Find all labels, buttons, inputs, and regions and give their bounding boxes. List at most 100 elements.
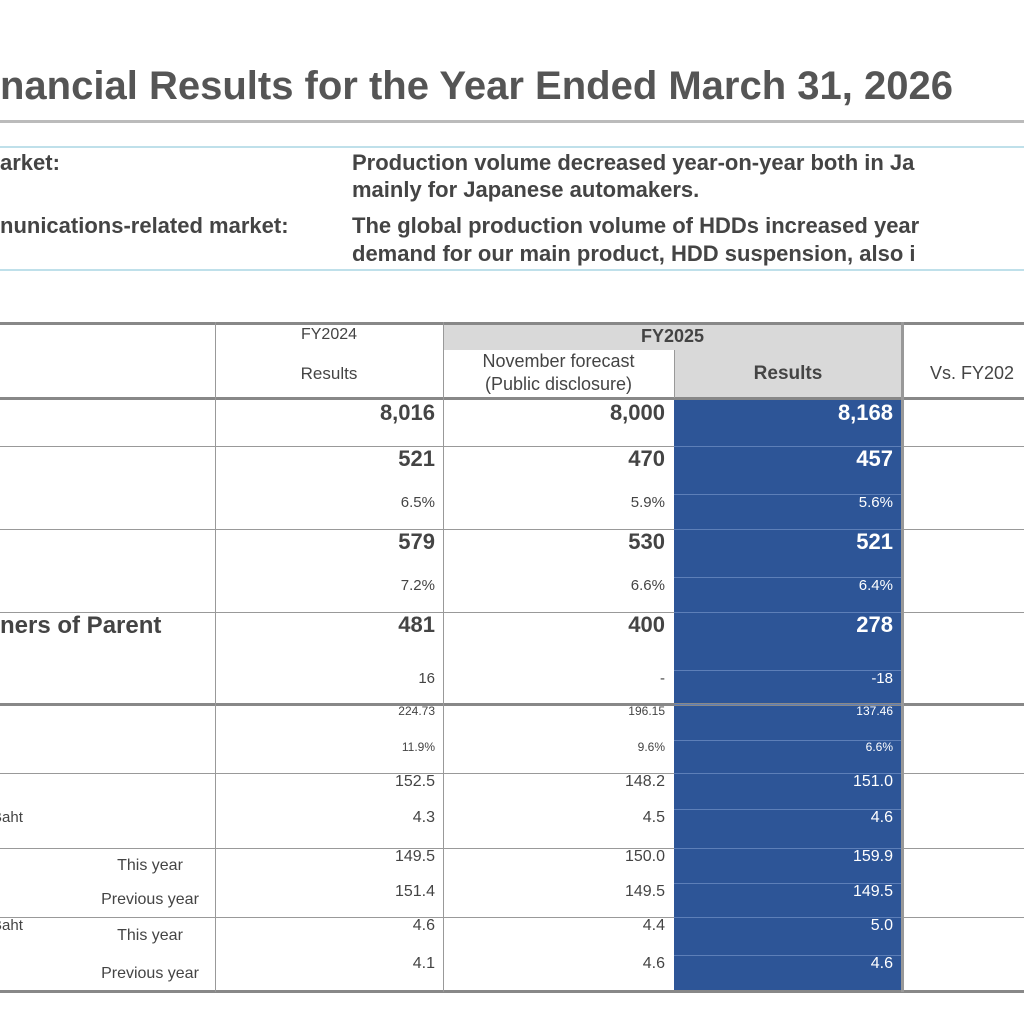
- rule: [674, 494, 902, 495]
- cell-value: 224.73: [398, 704, 435, 718]
- col-header: FY2025: [640, 326, 705, 346]
- rule: [443, 322, 444, 992]
- cell-value: 521: [398, 446, 435, 471]
- cell-value: 6.6%: [630, 577, 665, 594]
- cell-value: 8,168: [837, 400, 893, 425]
- cell-value: 7.2%: [400, 577, 435, 594]
- cell-value: 8,016: [379, 400, 435, 425]
- cell-value: 457: [856, 446, 893, 471]
- cell-value: 5.6%: [858, 494, 893, 511]
- rule: [0, 397, 1024, 400]
- rule: [0, 529, 1024, 530]
- cell-value: 521: [856, 529, 893, 554]
- cell-value: 150.0: [624, 848, 665, 865]
- rule: [0, 446, 1024, 447]
- header-bg: [443, 324, 902, 350]
- header-bg: [674, 350, 902, 398]
- cell-value: 530: [628, 529, 665, 554]
- rule: [674, 670, 902, 671]
- col-header: Results: [300, 364, 358, 383]
- cell-value: 6.4%: [858, 577, 893, 594]
- cell-value: 4.6: [412, 917, 435, 934]
- cell-value: 4.6: [870, 809, 893, 826]
- col-header: FY2024: [300, 326, 358, 343]
- rule: [674, 529, 902, 530]
- cell-value: 470: [628, 446, 665, 471]
- cell-value: 11.9%: [401, 740, 435, 754]
- cell-value: 4.5: [642, 809, 665, 826]
- cell-value: -18: [871, 670, 893, 687]
- cell-value: 9.6%: [637, 740, 665, 754]
- rule: [0, 773, 1024, 774]
- col-header: November forecast: [482, 351, 635, 371]
- rule: [0, 120, 1024, 123]
- cell-value: 149.5: [624, 883, 665, 900]
- cell-value: 149.5: [852, 883, 893, 900]
- row-label: Baht: [0, 917, 23, 934]
- rule: [215, 322, 216, 992]
- rule: [0, 990, 1024, 993]
- cell-value: 579: [398, 529, 435, 554]
- rule: [0, 322, 1024, 325]
- row-label: ners of Parent: [0, 612, 162, 639]
- rule: [674, 577, 902, 578]
- cell-value: 159.9: [852, 848, 893, 865]
- rule: [0, 269, 1024, 271]
- row-sublabel: This year: [117, 857, 183, 874]
- cell-value: 4.1: [412, 955, 435, 972]
- cell-value: 4.4: [642, 917, 665, 934]
- cell-value: 481: [398, 612, 435, 637]
- cell-value: 400: [628, 612, 665, 637]
- cell-value: 8,000: [609, 400, 665, 425]
- rule: [0, 917, 1024, 918]
- market-label: nunications-related market:: [0, 213, 289, 238]
- cell-value: 196.15: [628, 704, 665, 718]
- row-sublabel: Previous year: [101, 965, 199, 982]
- market-text: The global production volume of HDDs inc…: [352, 213, 920, 238]
- title: nancial Results for the Year Ended March…: [0, 64, 953, 108]
- rule: [674, 740, 902, 741]
- cell-value: 4.6: [642, 955, 665, 972]
- rule: [674, 955, 902, 956]
- rule: [674, 883, 902, 884]
- rule: [674, 848, 902, 849]
- cell-value: 278: [856, 612, 893, 637]
- cell-value: 149.5: [394, 848, 435, 865]
- rule: [674, 809, 902, 810]
- cell-value: 4.6: [870, 955, 893, 972]
- rule: [674, 917, 902, 918]
- rule: [674, 612, 902, 613]
- cell-value: 148.2: [624, 773, 665, 790]
- market-text: mainly for Japanese automakers.: [352, 177, 700, 202]
- rule: [0, 703, 1024, 706]
- cell-value: 6.6%: [865, 740, 893, 754]
- cell-value: 151.0: [852, 773, 893, 790]
- market-label: arket:: [0, 150, 60, 175]
- rule: [674, 446, 902, 447]
- rule: [674, 773, 902, 774]
- col-header: Vs. FY202: [930, 363, 1015, 383]
- rule: [0, 848, 1024, 849]
- row-label: Baht: [0, 809, 23, 826]
- rule: [901, 322, 904, 992]
- cell-value: 5.0: [870, 917, 893, 934]
- rule: [0, 612, 1024, 613]
- col-header: Results: [753, 363, 823, 384]
- market-text: Production volume decreased year-on-year…: [352, 150, 915, 175]
- market-text: demand for our main product, HDD suspens…: [352, 241, 916, 266]
- cell-value: 5.9%: [630, 494, 665, 511]
- row-sublabel: Previous year: [101, 891, 199, 908]
- row-sublabel: This year: [117, 927, 183, 944]
- col-header: (Public disclosure): [484, 374, 633, 394]
- rule: [674, 350, 675, 398]
- cell-value: 151.4: [394, 883, 435, 900]
- cell-value: 16: [418, 670, 435, 687]
- cell-value: -: [660, 670, 665, 687]
- rule: [674, 704, 902, 705]
- cell-value: 6.5%: [400, 494, 435, 511]
- cell-value: 4.3: [412, 809, 435, 826]
- results-bg: [674, 400, 902, 990]
- cell-value: 137.46: [856, 704, 893, 718]
- cell-value: 152.5: [394, 773, 435, 790]
